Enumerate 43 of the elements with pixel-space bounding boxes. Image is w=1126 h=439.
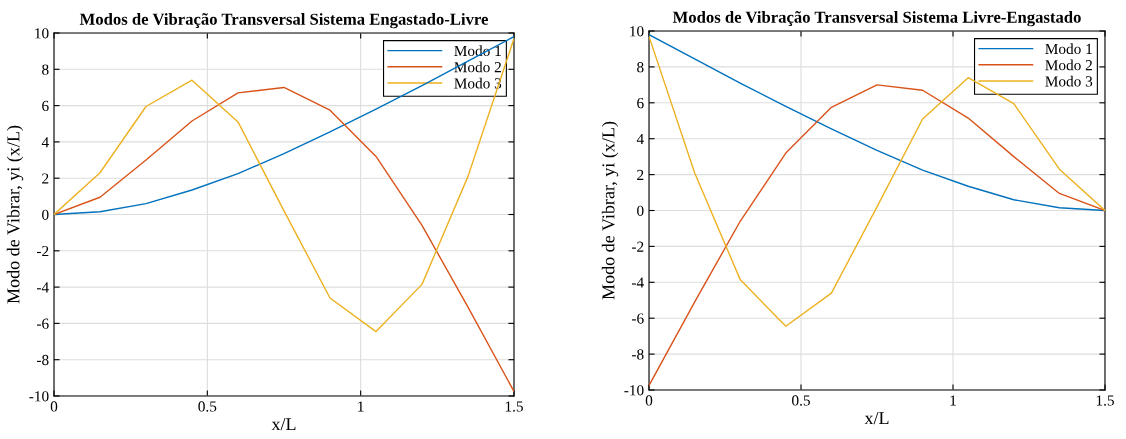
x-tick-label: 1 <box>358 401 364 412</box>
y-tick-label: 4 <box>636 133 644 144</box>
legend-label: Modo 2 <box>1045 59 1092 71</box>
x-axis-title: x/L <box>864 412 889 425</box>
y-tick-label: 6 <box>42 100 49 112</box>
y-tick-label: -8 <box>36 354 49 366</box>
y-tick-label: -6 <box>631 313 644 324</box>
chart-title: Modos de Vibração Transversal Sistema Engastado-Livre <box>79 13 488 29</box>
x-tick-label: 0.5 <box>198 401 217 412</box>
x-tick-label: 0 <box>645 395 653 406</box>
y-tick-label: 4 <box>41 137 49 148</box>
y-tick-label: 6 <box>637 97 644 109</box>
legend-label: Modo 3 <box>1045 75 1093 87</box>
x-tick-label: 1.5 <box>1096 395 1114 406</box>
y-tick-label: 0 <box>637 205 644 216</box>
line-series <box>54 37 514 333</box>
x-tick-label: 1.5 <box>505 401 523 412</box>
x-tick-label: 0.5 <box>792 395 810 406</box>
y-axis-title: Modo de Vibrar, yi (x/L) <box>601 121 619 300</box>
y-tick-label: -8 <box>631 349 644 360</box>
y-tick-label: 8 <box>42 64 49 75</box>
x-tick-label: 1 <box>950 395 956 406</box>
y-tick-label: -6 <box>36 318 49 329</box>
legend-label: Modo 1 <box>1045 43 1092 55</box>
y-tick-label: -10 <box>29 391 49 402</box>
chart-title: Modos de Vibração Transversal Sistema Livre-Engastado <box>672 11 1081 27</box>
y-axis-title: Modo de Vibrar, yi (x/L) <box>6 125 24 304</box>
y-tick-label: -2 <box>36 245 49 257</box>
x-axis-title: x/L <box>271 418 296 431</box>
y-tick-label: -10 <box>624 385 644 396</box>
y-tick-label: -4 <box>631 277 644 288</box>
y-tick-label: 10 <box>35 28 49 39</box>
y-tick-label: 8 <box>637 62 644 73</box>
y-tick-label: 2 <box>637 169 644 180</box>
y-tick-label: 2 <box>42 173 49 184</box>
x-tick-label: 0 <box>50 401 58 412</box>
y-tick-label: -2 <box>631 241 644 252</box>
y-tick-label: 10 <box>630 26 644 37</box>
y-tick-label: 0 <box>42 209 49 220</box>
legend-label: Modo 2 <box>454 61 501 73</box>
legend-label: Modo 1 <box>454 45 501 57</box>
line-series <box>649 35 1105 327</box>
y-tick-label: -4 <box>36 282 49 293</box>
